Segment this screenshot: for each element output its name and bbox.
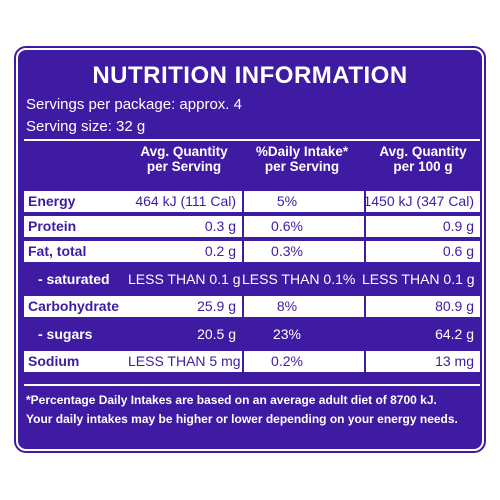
value-per-100g: 0.6 g [442,243,474,259]
value-per-serving: 25.9 g [197,298,236,314]
footnote: *Percentage Daily Intakes are based on a… [26,391,478,429]
nutrition-panel: NUTRITION INFORMATION Servings per packa… [14,46,486,453]
column-divider [364,191,366,212]
column-divider [364,216,366,237]
divider [24,384,480,386]
value-daily-intake: 23% [272,326,302,342]
table-row: - saturated LESS THAN 0.1 g LESS THAN 0.1%… [24,269,480,290]
value-per-serving: LESS THAN 0.1 g [128,271,241,287]
value-per-serving: 464 kJ (111 Cal) [135,193,236,209]
value-per-100g: LESS THAN 0.1 g [362,271,475,287]
column-divider [364,241,366,262]
value-daily-intake: 0.3% [271,243,303,259]
column-divider [242,216,244,237]
column-header-per-serving: Avg. Quantity per Serving [140,144,228,174]
divider [24,139,480,141]
column-divider [242,351,244,372]
table-row: Energy 464 kJ (111 Cal) 5% 1450 kJ (347 Cal… [24,191,480,212]
value-daily-intake: 5% [276,193,298,209]
value-per-serving: LESS THAN 5 mg [128,353,241,369]
row-label: Sodium [28,353,80,369]
table-row: - sugars 20.5 g 23% 64.2 g [24,324,480,345]
value-per-100g: 64.2 g [435,326,474,342]
column-divider [242,191,244,212]
column-header-daily-intake: %Daily Intake* per Serving [255,144,349,174]
value-daily-intake: 0.6% [271,218,303,234]
value-per-100g: 0.9 g [442,218,474,234]
row-label: - saturated [38,271,110,287]
serving-size: Serving size: 32 g [26,118,146,135]
value-per-serving: 0.2 g [204,243,236,259]
value-per-serving: 20.5 g [197,326,236,342]
column-divider [242,241,244,262]
row-label: - sugars [38,326,93,342]
value-daily-intake: 8% [276,298,298,314]
column-divider [242,296,244,317]
table-row: Fat, total 0.2 g 0.3% 0.6 g [24,241,480,262]
row-label: Energy [28,193,76,209]
value-per-100g: 1450 kJ (347 Cal) [363,193,474,209]
footnote-line: *Percentage Daily Intakes are based on a… [26,393,437,407]
value-daily-intake: LESS THAN 0.1% [242,271,356,287]
row-label: Fat, total [28,243,87,259]
panel-title: NUTRITION INFORMATION [92,62,408,89]
column-header-per-100g: Avg. Quantity per 100 g [379,144,467,174]
value-daily-intake: 0.2% [271,353,303,369]
value-per-serving: 0.3 g [204,218,236,234]
column-divider [364,351,366,372]
table-row: Carbohydrate 25.9 g 8% 80.9 g [24,296,480,317]
row-label: Protein [28,218,77,234]
servings-per-package: Servings per package: approx. 4 [26,96,242,113]
table-row: Sodium LESS THAN 5 mg 0.2% 13 mg [24,351,480,372]
value-per-100g: 13 mg [435,353,474,369]
value-per-100g: 80.9 g [435,298,474,314]
table-row: Protein 0.3 g 0.6% 0.9 g [24,216,480,237]
column-divider [364,296,366,317]
row-label: Carbohydrate [28,298,120,314]
footnote-line: Your daily intakes may be higher or lowe… [26,412,458,426]
